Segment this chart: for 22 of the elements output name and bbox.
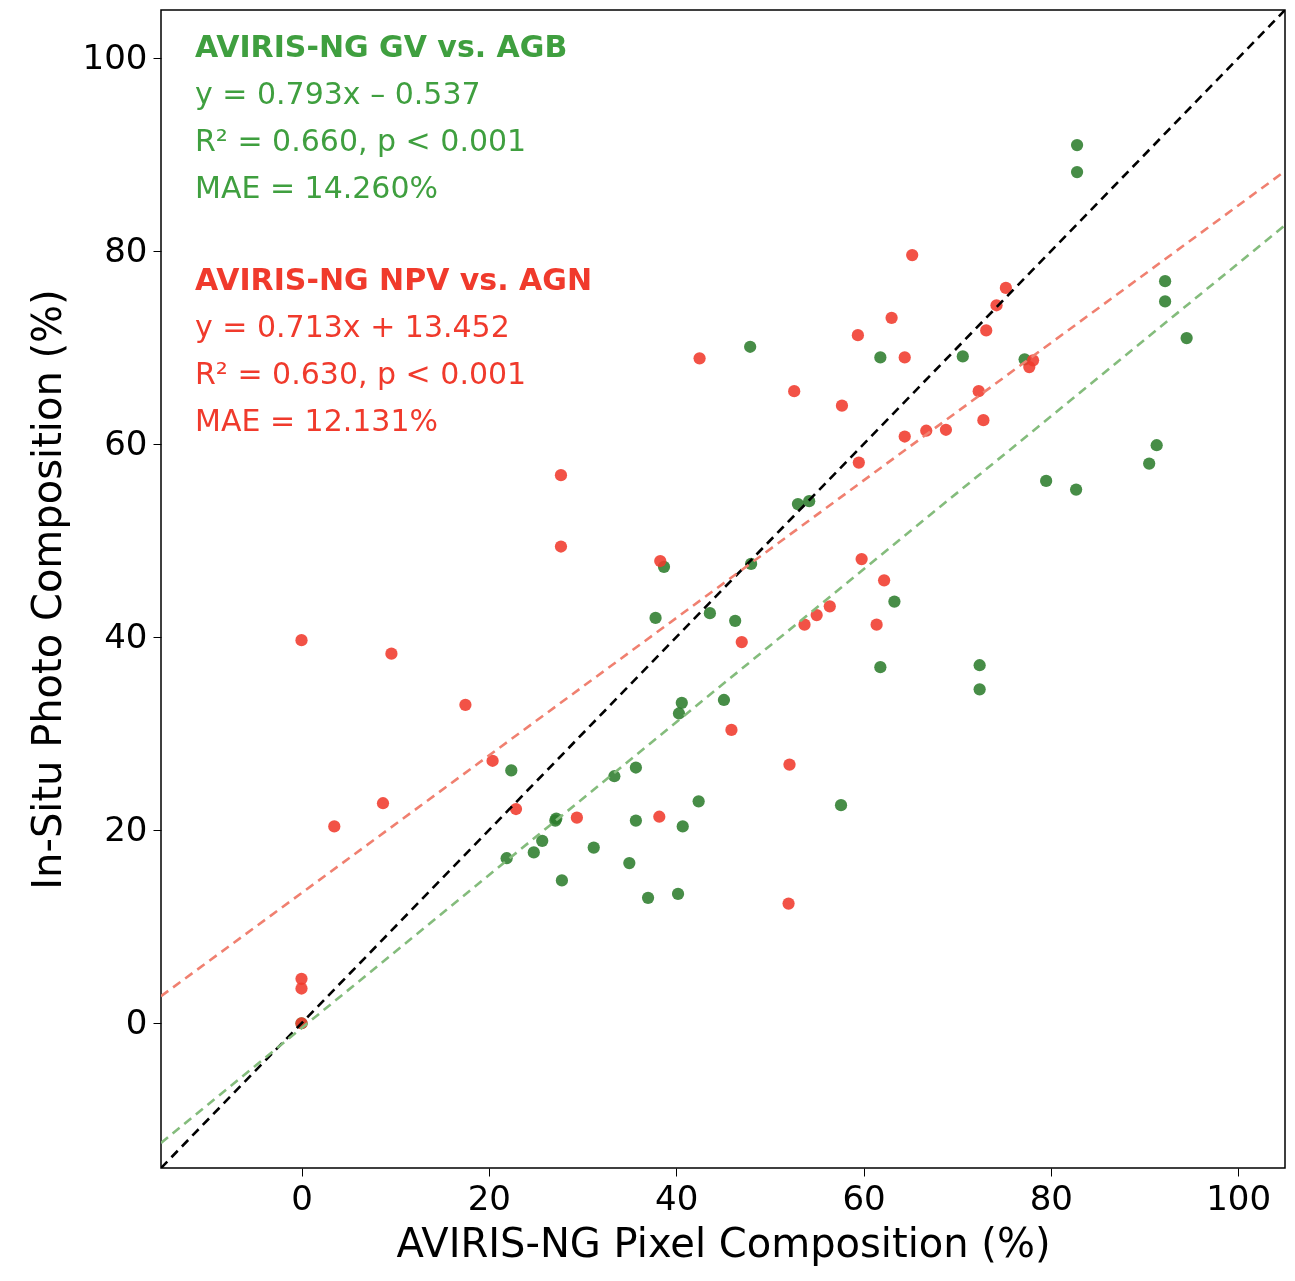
y-tick-label: 20 bbox=[104, 808, 148, 849]
y-tick-label: 100 bbox=[82, 36, 148, 77]
y-tick-label: 0 bbox=[125, 1001, 148, 1042]
y-tick-label: 40 bbox=[104, 615, 148, 656]
annotation: AVIRIS-NG NPV vs. AGN bbox=[195, 262, 593, 297]
x-axis-title: AVIRIS-NG Pixel Composition (%) bbox=[396, 1219, 1051, 1266]
annotation: AVIRIS-NG GV vs. AGB bbox=[195, 29, 568, 64]
y-axis-title: In-Situ Photo Composition (%) bbox=[23, 289, 70, 890]
annotation: MAE = 12.131% bbox=[195, 403, 439, 438]
x-tick-label: 80 bbox=[1029, 1177, 1073, 1218]
x-tick-label: 40 bbox=[655, 1177, 699, 1218]
y-tick-label: 80 bbox=[104, 229, 148, 270]
annotation: MAE = 14.260% bbox=[195, 170, 439, 205]
x-tick-label: 60 bbox=[842, 1177, 886, 1218]
annotation: R² = 0.660, p < 0.001 bbox=[195, 123, 527, 158]
x-tick-label: 0 bbox=[291, 1177, 313, 1218]
annotation: R² = 0.630, p < 0.001 bbox=[195, 356, 527, 391]
y-tick-label: 60 bbox=[104, 422, 148, 463]
x-tick-label: 100 bbox=[1206, 1177, 1272, 1218]
annotation: y = 0.713x + 13.452 bbox=[195, 309, 510, 344]
x-tick-label: 20 bbox=[467, 1177, 511, 1218]
annotation: y = 0.793x – 0.537 bbox=[195, 76, 481, 111]
